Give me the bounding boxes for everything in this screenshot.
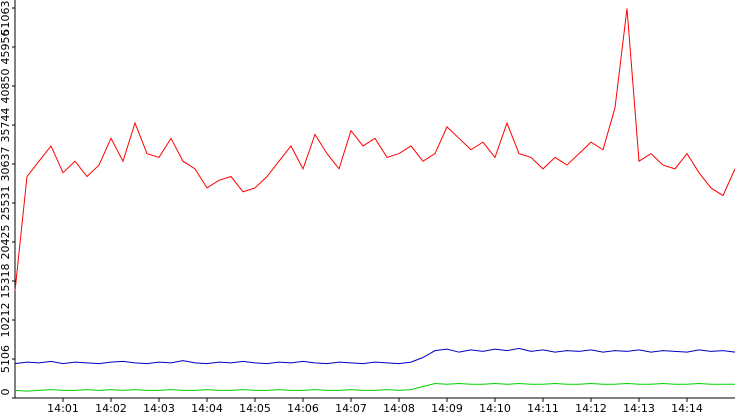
y-tick-label: 20425 — [0, 225, 12, 260]
y-tick-label: 51063 — [0, 1, 12, 36]
y-tick-label: 25531 — [0, 186, 12, 221]
x-tick-label: 14:08 — [383, 402, 415, 415]
series-line — [14, 347, 735, 365]
y-tick-label: 30637 — [0, 147, 12, 182]
x-tick-label: 14:03 — [143, 402, 175, 415]
y-tick-label: 0 — [0, 389, 12, 396]
x-tick-label: 14:01 — [47, 402, 79, 415]
x-tick-label: 14:12 — [575, 402, 607, 415]
y-tick-label: 40850 — [0, 69, 12, 104]
y-tick-label: 15318 — [0, 264, 12, 299]
x-tick-label: 14:04 — [191, 402, 223, 415]
x-tick-label: 14:07 — [335, 402, 367, 415]
y-tick-label: 35744 — [0, 108, 12, 143]
x-tick-label: 14:10 — [479, 402, 511, 415]
x-tick-label: 14:09 — [431, 402, 463, 415]
x-tick-label: 14:06 — [287, 402, 319, 415]
x-tick-label: 14:11 — [527, 402, 559, 415]
y-tick-label: 5106 — [0, 345, 12, 373]
x-tick-label: 14:05 — [239, 402, 271, 415]
x-tick-label: 14:13 — [623, 402, 655, 415]
y-tick-label: 10212 — [0, 303, 12, 338]
series-line — [14, 382, 735, 392]
y-tick-label: 45956 — [0, 30, 12, 65]
x-tick-label: 14:14 — [671, 402, 703, 415]
x-tick-label: 14:02 — [95, 402, 127, 415]
series-line — [14, 8, 735, 292]
